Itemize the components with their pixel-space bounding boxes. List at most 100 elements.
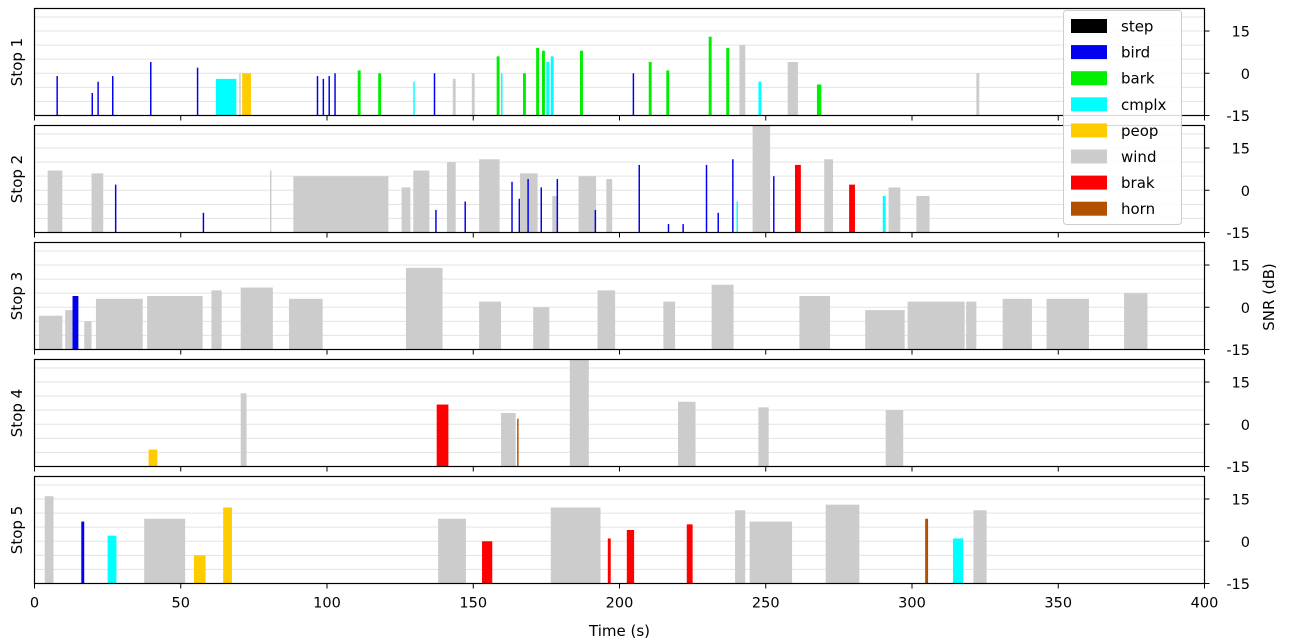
y-tick-label: -15 <box>1226 460 1250 476</box>
y-tick-label: 15 <box>1232 142 1250 158</box>
event-bar-bird <box>732 159 734 233</box>
x-tick-label: 300 <box>898 596 926 612</box>
event-bar-peop <box>193 555 206 584</box>
event-bar-bird <box>97 81 99 116</box>
event-bar-cmplx <box>736 201 738 233</box>
event-bar-bird <box>594 209 597 233</box>
event-bar-wind <box>95 298 143 350</box>
event-bar-bark <box>378 73 382 116</box>
event-bar-wind <box>479 301 502 350</box>
event-bar-bird <box>72 296 79 350</box>
event-bar-wind <box>1046 298 1089 350</box>
event-bar-wind <box>550 507 601 584</box>
y-tick-label: -15 <box>1226 343 1250 359</box>
event-bar-wind <box>739 45 746 116</box>
event-bar-wind <box>47 170 63 233</box>
event-bar-bird <box>322 78 325 116</box>
event-bar-wind <box>239 73 241 116</box>
event-bar-wind <box>735 510 746 584</box>
x-tick-label: 150 <box>459 596 487 612</box>
legend-label: bark <box>1121 70 1155 88</box>
event-bar-bird <box>632 73 635 116</box>
panel-4: -15 0 15 Stop 4 <box>8 358 1250 476</box>
panel-5: -15 0 15 Stop 5 <box>8 475 1250 593</box>
event-bar-wind <box>711 284 734 350</box>
event-bar-wind <box>471 73 475 116</box>
event-bar-peop <box>148 449 158 467</box>
event-bar-bark <box>726 47 730 116</box>
event-bar-wind <box>413 170 430 233</box>
legend-swatch-cmplx <box>1071 97 1107 112</box>
legend: step bird bark cmplx peop wind brak horn <box>1063 10 1182 225</box>
y-axis-label: SNR (dB) <box>1260 263 1278 330</box>
legend-label: cmplx <box>1121 96 1167 114</box>
event-bar-wind <box>1002 298 1032 350</box>
legend-label: step <box>1121 18 1153 36</box>
y-tick-label: -15 <box>1226 109 1250 125</box>
event-bar-wind <box>749 521 793 584</box>
event-bar-wind <box>758 407 769 467</box>
event-bar-bird <box>540 187 542 233</box>
event-bar-bird <box>114 184 117 233</box>
event-bar-wind <box>678 401 696 467</box>
event-bar-bird <box>717 212 719 233</box>
event-bar-bird <box>527 179 529 233</box>
event-bar-wind <box>44 496 54 584</box>
event-bar-bird <box>56 76 58 116</box>
event-bar-bird <box>464 201 466 233</box>
legend-label: peop <box>1121 122 1158 140</box>
event-bar-brak <box>436 404 449 467</box>
y-tick-label: -15 <box>1226 577 1250 593</box>
panel-2: -15 0 15 Stop 2 <box>8 124 1250 242</box>
event-bar-wind <box>479 159 500 233</box>
event-bar-wind <box>885 410 904 467</box>
event-bar-brak <box>482 541 493 584</box>
x-axis-label: Time (s) <box>588 622 650 640</box>
event-bar-wind <box>976 73 980 116</box>
x-tick-label: 400 <box>1191 596 1219 612</box>
event-bar-wind <box>606 179 613 233</box>
event-bar-cmplx <box>758 81 762 116</box>
y-tick-label: 0 <box>1241 184 1250 200</box>
y-tick-label: 0 <box>1241 67 1250 83</box>
panel-frame <box>33 124 1206 234</box>
event-bar-brak <box>607 538 611 584</box>
event-bar-cmplx <box>546 62 550 116</box>
event-bar-wind <box>907 301 965 350</box>
event-bar-bark <box>496 56 500 116</box>
panel-label: Stop 2 <box>8 155 26 203</box>
event-bar-bird <box>705 164 708 233</box>
event-bar-wind <box>269 170 272 233</box>
event-bar-wind <box>240 393 247 467</box>
legend-label: horn <box>1121 200 1155 218</box>
event-bar-wind <box>825 504 860 584</box>
event-bar-brak <box>686 524 693 584</box>
event-bar-wind <box>446 162 456 233</box>
event-bar-wind <box>533 307 550 350</box>
event-bar-bird <box>518 198 521 233</box>
event-bar-bird <box>202 212 205 233</box>
event-bar-wind <box>787 62 798 116</box>
event-bar-wind <box>293 176 389 233</box>
event-bar-cmplx <box>107 535 117 584</box>
event-bar-bird <box>328 76 330 116</box>
event-bar-wind <box>552 195 559 233</box>
event-bar-bird <box>682 224 684 233</box>
legend-swatch-peop <box>1071 123 1107 138</box>
event-bar-cmplx <box>882 195 886 233</box>
y-tick-label: 15 <box>1232 25 1250 41</box>
panel-label: Stop 3 <box>8 272 26 320</box>
y-tick-label: 15 <box>1232 493 1250 509</box>
event-bar-brak <box>626 530 635 584</box>
event-bar-horn <box>517 418 519 467</box>
panel-3: -15 0 15 Stop 3 <box>8 241 1250 359</box>
event-bar-wind <box>569 359 589 467</box>
legend-swatch-bark <box>1071 71 1107 86</box>
y-tick-label: 0 <box>1241 301 1250 317</box>
legend-swatch-bird <box>1071 45 1107 60</box>
event-bar-cmplx <box>215 78 237 116</box>
event-bar-bark <box>357 70 361 116</box>
event-bar-horn <box>925 518 929 584</box>
panel-label: Stop 5 <box>8 506 26 554</box>
